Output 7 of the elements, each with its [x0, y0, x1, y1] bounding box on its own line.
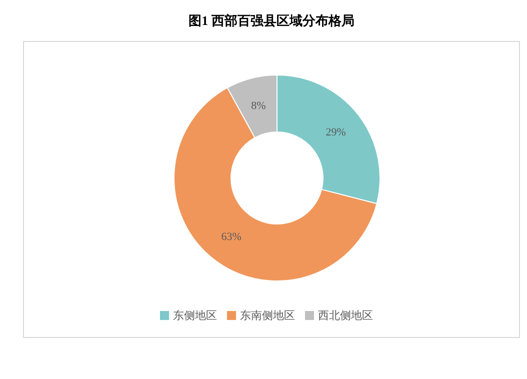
legend-label: 东侧地区: [173, 309, 217, 322]
data-label: 63%: [221, 230, 242, 243]
data-label: 29%: [326, 126, 346, 138]
legend-label: 东南侧地区: [240, 309, 295, 322]
data-label: 8%: [251, 100, 266, 112]
legend-label: 西北侧地区: [318, 309, 373, 322]
chart-title: 图1 西部百强县区域分布格局: [188, 12, 356, 30]
